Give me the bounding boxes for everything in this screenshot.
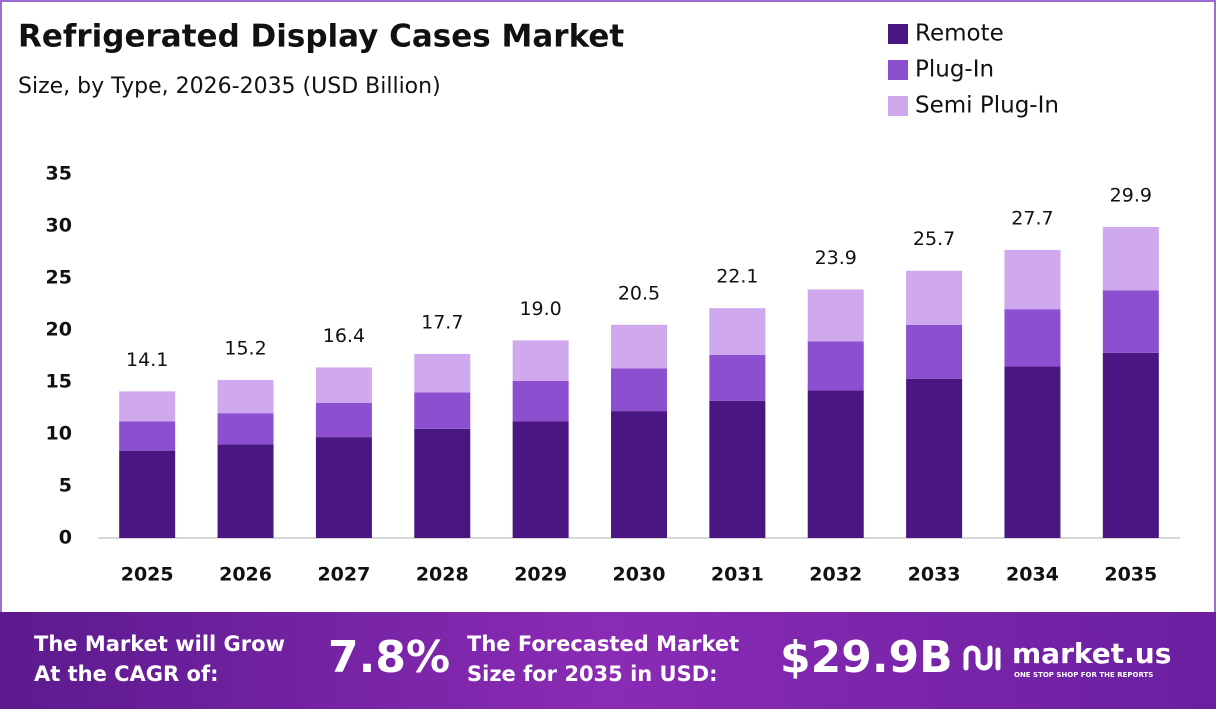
bar-segment bbox=[119, 421, 176, 451]
x-tick-label: 2026 bbox=[219, 564, 272, 586]
bar-segment bbox=[315, 437, 372, 538]
bar-segment bbox=[807, 341, 864, 391]
bar-segment bbox=[807, 289, 864, 342]
bar-segment bbox=[315, 367, 372, 403]
y-tick-label: 5 bbox=[59, 475, 72, 497]
y-tick-label: 35 bbox=[46, 163, 72, 185]
total-label: 22.1 bbox=[716, 266, 758, 288]
x-tick-label: 2029 bbox=[514, 564, 567, 586]
total-label: 15.2 bbox=[224, 337, 266, 359]
cagr-value: 7.8% bbox=[328, 632, 450, 683]
bar-segment bbox=[1102, 227, 1159, 291]
bar-segment bbox=[906, 378, 963, 538]
forecast-text: The Forecasted Market bbox=[467, 632, 739, 656]
y-tick-label: 25 bbox=[46, 267, 72, 289]
footer-band bbox=[0, 612, 1216, 709]
brand-logo bbox=[963, 645, 1001, 671]
bar-segment bbox=[611, 411, 667, 538]
y-tick-label: 20 bbox=[46, 319, 72, 341]
total-label: 25.7 bbox=[913, 228, 955, 250]
bar-segment bbox=[217, 379, 274, 414]
total-label: 23.9 bbox=[815, 247, 857, 269]
bar-segment bbox=[414, 428, 471, 538]
brand-tagline: ONE STOP SHOP FOR THE REPORTS bbox=[1014, 671, 1153, 679]
bar-segment bbox=[906, 270, 963, 325]
bar-segment bbox=[906, 324, 963, 379]
bar-segment bbox=[1004, 309, 1061, 367]
total-label: 14.1 bbox=[126, 349, 168, 371]
y-tick-label: 10 bbox=[46, 423, 72, 445]
legend-label: Semi Plug-In bbox=[915, 93, 1059, 119]
bar-segment bbox=[119, 450, 176, 538]
brand: market.us bbox=[1012, 637, 1171, 670]
bar-segment bbox=[709, 354, 766, 401]
x-tick-label: 2034 bbox=[1006, 564, 1059, 586]
x-tick-label: 2028 bbox=[416, 564, 469, 586]
y-tick-label: 0 bbox=[59, 527, 72, 549]
bar-segment bbox=[709, 400, 766, 538]
total-label: 27.7 bbox=[1011, 207, 1053, 229]
bar-segment bbox=[611, 368, 667, 412]
footer: The Market will Grow At the CAGR of: 7.8… bbox=[0, 612, 1216, 709]
total-label: 29.9 bbox=[1110, 185, 1152, 207]
bar-segment bbox=[1004, 366, 1061, 538]
x-tick-label: 2031 bbox=[711, 564, 764, 586]
chart-title: Refrigerated Display Cases Market bbox=[18, 19, 624, 55]
legend-label: Plug-In bbox=[915, 57, 994, 83]
chart-subtitle: Size, by Type, 2026-2035 (USD Billion) bbox=[18, 74, 441, 99]
bar-segment bbox=[807, 390, 864, 538]
bar-segment bbox=[315, 402, 372, 438]
forecast-text: Size for 2035 in USD: bbox=[467, 662, 718, 686]
bar-segment bbox=[1102, 290, 1159, 353]
x-tick-label: 2033 bbox=[908, 564, 961, 586]
legend-swatch bbox=[888, 96, 908, 116]
bar-segment bbox=[709, 308, 766, 355]
legend-swatch bbox=[888, 24, 908, 44]
y-tick-label: 15 bbox=[46, 371, 72, 393]
forecast-value: $29.9B bbox=[780, 632, 953, 683]
total-label: 19.0 bbox=[519, 298, 561, 320]
bar-segment bbox=[512, 380, 569, 422]
y-tick-label: 30 bbox=[46, 215, 72, 237]
legend-label: Remote bbox=[915, 21, 1004, 47]
cagr-text: The Market will Grow bbox=[34, 632, 285, 656]
bar-segment bbox=[414, 392, 471, 429]
bar-segment bbox=[512, 340, 569, 381]
cagr-text: At the CAGR of: bbox=[34, 662, 219, 686]
bar-segment bbox=[1102, 352, 1159, 538]
x-tick-label: 2032 bbox=[809, 564, 862, 586]
bar-segment bbox=[217, 413, 274, 445]
bar-segment bbox=[512, 421, 569, 538]
bar-segment bbox=[414, 353, 471, 393]
x-tick-label: 2025 bbox=[121, 564, 174, 586]
x-tick-label: 2035 bbox=[1104, 564, 1157, 586]
bar-segment bbox=[611, 324, 667, 369]
total-label: 20.5 bbox=[618, 282, 660, 304]
total-label: 16.4 bbox=[323, 325, 365, 347]
x-tick-label: 2027 bbox=[317, 564, 370, 586]
total-label: 17.7 bbox=[421, 311, 463, 333]
x-tick-label: 2030 bbox=[613, 564, 666, 586]
bar-segment bbox=[1004, 249, 1061, 310]
legend-swatch bbox=[888, 60, 908, 80]
bar-segment bbox=[217, 444, 274, 538]
bar-segment bbox=[119, 391, 176, 422]
